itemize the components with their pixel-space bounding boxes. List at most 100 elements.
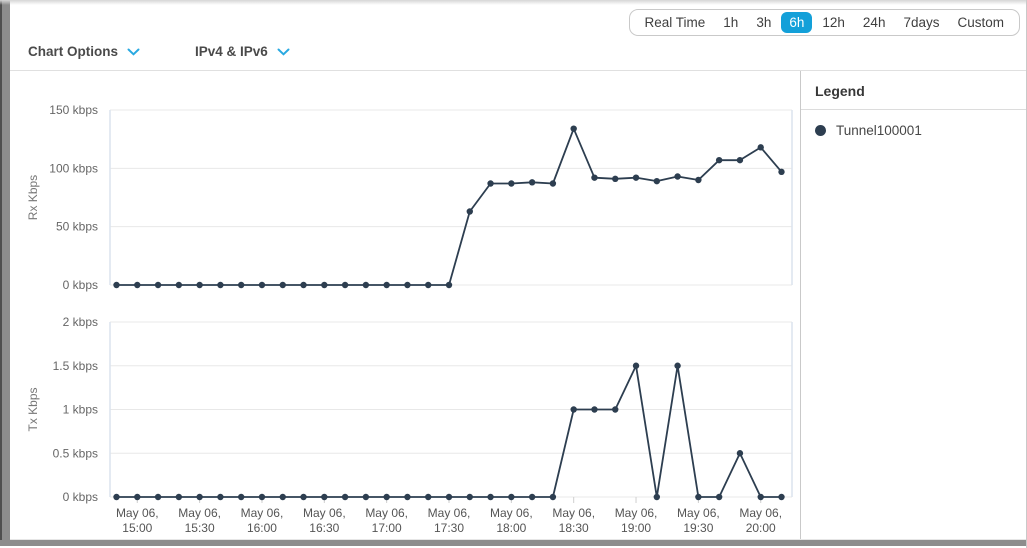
data-point[interactable] — [383, 281, 390, 289]
ip-version-dropdown[interactable]: IPv4 & IPv6 — [195, 44, 290, 59]
data-point[interactable] — [445, 493, 453, 501]
data-point[interactable] — [217, 493, 224, 501]
x-tick-label: May 06, — [178, 506, 221, 520]
series-line — [116, 127, 783, 286]
data-point[interactable] — [508, 493, 515, 501]
data-point[interactable] — [113, 493, 120, 501]
data-point[interactable] — [196, 281, 203, 289]
data-point[interactable] — [300, 281, 307, 289]
data-point[interactable] — [632, 174, 640, 181]
data-point[interactable] — [653, 177, 661, 185]
data-point[interactable] — [695, 176, 702, 184]
data-point[interactable] — [175, 281, 183, 289]
legend-items: Tunnel100001 — [801, 110, 1026, 151]
x-tick-label: 19:00 — [621, 521, 651, 535]
data-point[interactable] — [591, 174, 598, 181]
data-point[interactable] — [549, 180, 557, 187]
time-range-7days-button[interactable]: 7days — [895, 12, 947, 33]
y-tick-label: 100 kbps — [49, 161, 98, 175]
data-point[interactable] — [425, 281, 432, 289]
data-point[interactable] — [425, 493, 432, 501]
x-tick-label: May 06, — [428, 506, 471, 520]
chevron-down-icon — [277, 48, 290, 56]
data-point[interactable] — [528, 179, 536, 186]
legend-title: Legend — [801, 71, 1026, 110]
data-point[interactable] — [736, 156, 744, 164]
content-area: Chart Options IPv4 & IPv6 Real Time 1h 3h 6… — [10, 0, 1026, 540]
legend-item-label: Tunnel100001 — [836, 123, 922, 138]
data-point[interactable] — [362, 281, 370, 289]
time-range-6h-button[interactable]: 6h — [781, 12, 813, 33]
y-tick-label: 0 kbps — [63, 490, 98, 504]
data-point[interactable] — [778, 493, 785, 501]
data-point[interactable] — [674, 173, 681, 180]
data-point[interactable] — [258, 493, 266, 501]
data-point[interactable] — [466, 208, 473, 215]
data-point[interactable] — [570, 125, 577, 132]
data-point[interactable] — [570, 406, 577, 413]
data-point[interactable] — [113, 281, 120, 289]
data-point[interactable] — [217, 281, 224, 289]
data-point[interactable] — [196, 493, 203, 501]
chart-body: 0 kbps 50 kbps 100 kbps 150 kbps Rx Kbps 0 k… — [10, 71, 1026, 540]
data-point[interactable] — [445, 281, 453, 289]
data-point[interactable] — [175, 493, 183, 501]
data-point[interactable] — [279, 493, 286, 501]
data-point[interactable] — [154, 493, 162, 501]
window-left-border — [0, 0, 10, 546]
x-tick-label: 17:30 — [434, 521, 464, 535]
data-point[interactable] — [237, 493, 245, 501]
data-point[interactable] — [674, 362, 681, 369]
data-point[interactable] — [258, 281, 266, 289]
time-range-24h-button[interactable]: 24h — [855, 12, 894, 33]
data-point[interactable] — [404, 281, 411, 289]
data-point[interactable] — [404, 493, 411, 501]
data-point[interactable] — [154, 281, 162, 289]
y-tick-label: 2 kbps — [63, 315, 98, 329]
data-point[interactable] — [528, 493, 536, 501]
data-point[interactable] — [653, 493, 661, 501]
data-point[interactable] — [715, 156, 723, 164]
data-point[interactable] — [736, 450, 744, 457]
data-point[interactable] — [341, 281, 349, 289]
x-tick-label: May 06, — [303, 506, 346, 520]
data-point[interactable] — [134, 281, 141, 289]
data-point[interactable] — [487, 493, 494, 501]
data-point[interactable] — [279, 281, 286, 289]
data-point[interactable] — [466, 493, 473, 501]
x-tick-label: May 06, — [365, 506, 408, 520]
x-tick-label: May 06, — [615, 506, 658, 520]
time-range-3h-button[interactable]: 3h — [748, 12, 779, 33]
data-point[interactable] — [778, 168, 785, 176]
data-point[interactable] — [237, 281, 245, 289]
chart-options-dropdown[interactable]: Chart Options — [28, 44, 140, 59]
data-point[interactable] — [300, 493, 307, 501]
legend-item[interactable]: Tunnel100001 — [801, 110, 1026, 151]
time-range-1h-button[interactable]: 1h — [715, 12, 746, 33]
x-tick-label: May 06, — [677, 506, 720, 520]
data-point[interactable] — [383, 493, 390, 501]
time-range-12h-button[interactable]: 12h — [814, 12, 853, 33]
data-point[interactable] — [612, 175, 619, 183]
data-point[interactable] — [321, 281, 328, 289]
data-point[interactable] — [549, 493, 557, 501]
data-point[interactable] — [362, 493, 370, 501]
data-point[interactable] — [695, 493, 702, 501]
data-point[interactable] — [321, 493, 328, 501]
data-point[interactable] — [715, 493, 723, 501]
y-tick-label: 1 kbps — [63, 403, 98, 417]
data-point[interactable] — [591, 406, 598, 413]
time-range-real-time-button[interactable]: Real Time — [637, 12, 714, 33]
data-point[interactable] — [487, 180, 494, 187]
data-point[interactable] — [757, 144, 764, 151]
x-tick-label: 15:00 — [122, 521, 152, 535]
data-point[interactable] — [757, 493, 764, 501]
data-point[interactable] — [508, 180, 515, 187]
data-point[interactable] — [341, 493, 349, 501]
data-point[interactable] — [612, 406, 619, 413]
time-range-custom-button[interactable]: Custom — [949, 12, 1012, 33]
data-point[interactable] — [134, 493, 141, 501]
data-point[interactable] — [632, 362, 640, 369]
x-tick-label: 15:30 — [185, 521, 215, 535]
x-tick-label: 16:00 — [247, 521, 277, 535]
